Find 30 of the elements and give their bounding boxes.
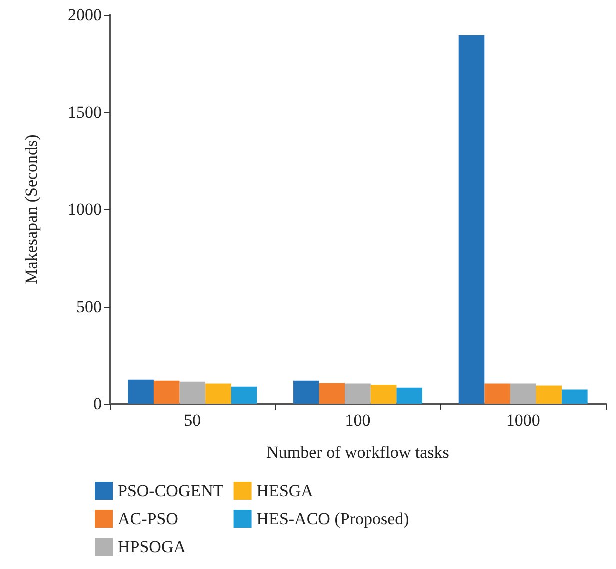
x-tick-label: 1000 xyxy=(506,411,540,430)
legend-label: HPSOGA xyxy=(118,538,187,556)
bar xyxy=(536,386,562,404)
x-tick-label: 50 xyxy=(184,411,202,430)
y-tick-label: 1500 xyxy=(68,102,102,122)
bar xyxy=(458,35,485,404)
legend-label: HES-ACO (Proposed) xyxy=(256,510,410,528)
bar xyxy=(231,386,258,404)
bar xyxy=(510,384,536,404)
legend-label: AC-PSO xyxy=(118,510,178,528)
legend-label: HESGA xyxy=(256,482,314,500)
legend-label: PSO-COGENT xyxy=(118,482,224,500)
bar xyxy=(484,384,510,404)
x-axis-title: Number of workflow tasks xyxy=(266,443,450,462)
bar xyxy=(294,380,320,404)
bar xyxy=(319,383,346,404)
x-tick-label: 100 xyxy=(345,411,371,430)
bar xyxy=(154,380,180,404)
y-tick-label: 0 xyxy=(94,394,102,414)
bar xyxy=(206,384,232,404)
bar xyxy=(345,384,371,404)
y-tick-label: 2000 xyxy=(68,6,102,24)
bar xyxy=(370,384,397,404)
y-axis-title: Makesapan (Seconds) xyxy=(22,134,41,284)
y-tick-label: 500 xyxy=(76,297,102,316)
bar xyxy=(396,388,422,404)
bar xyxy=(180,382,206,404)
bar xyxy=(128,380,154,404)
bar xyxy=(562,390,588,404)
y-tick-label: 1000 xyxy=(68,200,102,219)
